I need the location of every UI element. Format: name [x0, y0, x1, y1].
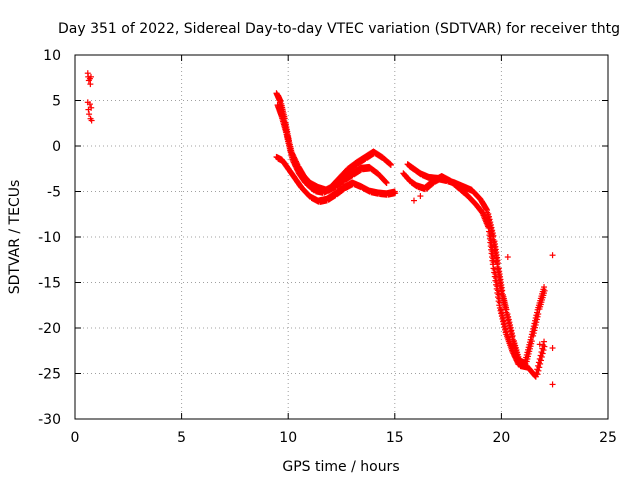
data-point — [87, 81, 94, 88]
x-tick-label: 5 — [177, 430, 186, 446]
data-point — [387, 161, 394, 168]
x-tick-label: 25 — [599, 430, 617, 446]
data-point — [391, 188, 398, 195]
x-axis-ticks: 0 5 10 15 20 25 — [71, 55, 617, 446]
y-tick-label: -20 — [38, 321, 61, 337]
grid-lines — [75, 55, 608, 419]
data-point — [541, 284, 548, 291]
chart-title: Day 351 of 2022, Sidereal Day-to-day VTE… — [58, 21, 620, 37]
data-point — [504, 254, 511, 261]
y-tick-label: 10 — [43, 48, 61, 64]
y-tick-label: 0 — [52, 139, 61, 155]
data-point — [88, 117, 95, 124]
data-point — [549, 381, 556, 388]
data-point — [541, 338, 548, 345]
x-axis-label: GPS time / hours — [282, 459, 399, 475]
y-tick-label: -15 — [38, 276, 61, 292]
data-point — [549, 345, 556, 352]
x-tick-label: 0 — [71, 430, 80, 446]
data-point — [88, 104, 95, 111]
y-tick-label: -5 — [47, 185, 61, 201]
data-point — [86, 111, 93, 118]
y-axis-label: SDTVAR / TECUs — [7, 180, 23, 295]
data-point — [86, 101, 93, 108]
y-tick-label: -25 — [38, 367, 61, 383]
data-point — [489, 261, 496, 268]
y-tick-label: -30 — [38, 412, 61, 428]
data-point — [410, 197, 417, 204]
x-tick-label: 10 — [279, 430, 297, 446]
data-points — [84, 70, 556, 388]
data-point — [496, 302, 503, 309]
x-tick-label: 15 — [386, 430, 404, 446]
y-tick-label: -10 — [38, 230, 61, 246]
data-point — [549, 252, 556, 259]
data-point — [483, 206, 490, 213]
y-tick-label: 5 — [52, 94, 61, 110]
data-point — [417, 193, 424, 200]
x-tick-label: 20 — [492, 430, 510, 446]
data-point — [87, 73, 94, 80]
data-point — [536, 341, 543, 348]
y-axis-ticks: 10 5 0 -5 -10 -15 -20 -25 -30 — [38, 48, 608, 428]
data-point — [383, 179, 390, 186]
